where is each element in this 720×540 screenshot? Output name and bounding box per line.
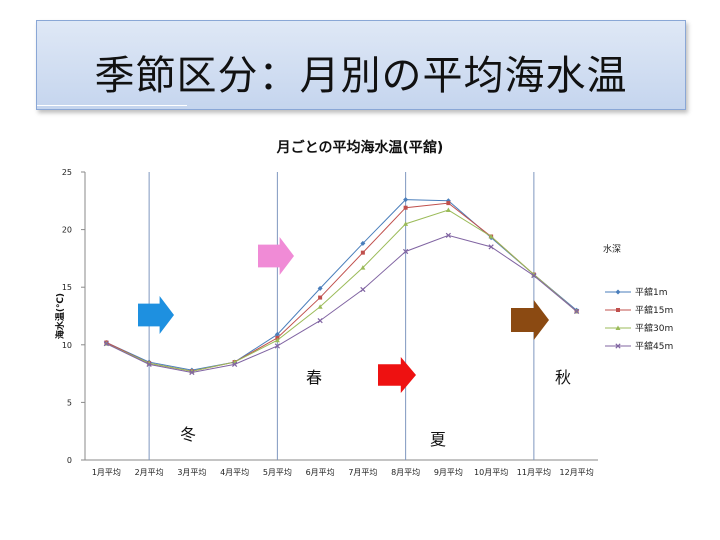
winter-arrow — [138, 296, 174, 334]
summer-arrow — [378, 357, 416, 393]
season-label-summer: 夏 — [430, 430, 446, 449]
legend-marker — [616, 308, 620, 312]
legend-entry: 平舘15m — [605, 304, 673, 316]
x-tick-label: 10月平均 — [474, 467, 508, 477]
legend-entry: 平舘1m — [605, 286, 668, 298]
data-point — [232, 361, 238, 368]
x-tick-label: 12月平均 — [560, 467, 594, 477]
legend-label: 平舘45m — [635, 340, 673, 352]
data-point — [445, 207, 451, 213]
data-point — [317, 317, 323, 324]
chart-title: 月ごとの平均海水温(平舘) — [276, 140, 444, 156]
legend-label: 平舘30m — [635, 322, 673, 334]
chart-axes: 0 5 10 15 20 25 1月平均 2月平均 3月平均 4月平均 5月平均 6月平均 7月平均 8月… — [54, 168, 598, 477]
data-point — [531, 273, 537, 279]
legend-marker — [615, 325, 621, 330]
legend-marker — [615, 289, 621, 295]
legend-marker — [615, 343, 621, 349]
x-tick-label: 5月平均 — [263, 467, 292, 477]
spring-arrow — [258, 237, 294, 275]
legend-title: 水深 — [603, 243, 621, 255]
chart-labels: 冬 春夏 秋 — [180, 368, 571, 449]
data-point — [274, 337, 280, 343]
x-tick-label: 7月平均 — [348, 467, 377, 477]
autumn-arrow — [511, 300, 549, 340]
season-dividers — [148, 172, 535, 460]
season-label-spring: 春 — [306, 368, 322, 387]
series-2 — [103, 207, 580, 374]
data-point — [360, 250, 365, 255]
legend-label: 平舘15m — [635, 304, 673, 316]
data-point — [403, 197, 409, 203]
data-point — [274, 331, 280, 337]
series-line — [106, 199, 577, 371]
data-point — [488, 244, 494, 250]
y-tick-label: 5 — [67, 398, 72, 407]
data-point — [274, 343, 280, 349]
x-tick-label: 2月平均 — [135, 467, 164, 477]
slide-title: 季節区分：月別の平均海水温 — [94, 53, 628, 99]
y-axis-label: 海水温(℃) — [54, 293, 66, 339]
title-banner: 季節区分：月別の平均海水温 — [36, 20, 686, 110]
data-point — [488, 234, 494, 239]
y-tick-label: 0 — [67, 456, 72, 465]
data-point — [403, 221, 409, 226]
data-point — [318, 295, 323, 300]
season-label-autumn: 秋 — [555, 368, 571, 387]
series-line — [106, 234, 577, 373]
title-underline — [37, 105, 187, 106]
y-tick-label: 20 — [62, 226, 72, 235]
season-arrows — [138, 237, 549, 393]
x-tick-label: 3月平均 — [177, 467, 206, 477]
legend-entry: 平舘45m — [605, 340, 673, 352]
data-point — [360, 240, 366, 246]
data-point — [445, 232, 451, 238]
y-tick-label: 10 — [62, 341, 72, 350]
series-0 — [103, 197, 580, 373]
y-tick-label: 15 — [62, 283, 72, 292]
legend-label: 平舘1m — [635, 286, 668, 298]
data-point — [189, 369, 195, 376]
data-point — [317, 285, 323, 291]
data-point — [574, 308, 580, 315]
data-point — [360, 265, 366, 270]
data-point — [146, 361, 152, 368]
data-point — [403, 205, 408, 210]
series-line — [106, 209, 577, 372]
data-point — [103, 341, 109, 347]
data-point — [317, 304, 323, 309]
x-tick-label: 8月平均 — [391, 467, 420, 477]
x-tick-label: 4月平均 — [220, 467, 249, 477]
legend-entry: 平舘30m — [605, 322, 673, 334]
season-label-winter: 冬 — [180, 425, 196, 444]
x-tick-label: 9月平均 — [434, 467, 463, 477]
series-3 — [103, 232, 580, 376]
data-point — [446, 201, 451, 206]
x-tick-label: 1月平均 — [92, 467, 121, 477]
data-point — [403, 248, 409, 255]
chart-series — [103, 197, 580, 376]
x-tick-label: 11月平均 — [517, 467, 551, 477]
x-tick-label: 6月平均 — [306, 467, 335, 477]
data-point — [360, 286, 366, 293]
y-tick-label: 25 — [62, 168, 72, 177]
